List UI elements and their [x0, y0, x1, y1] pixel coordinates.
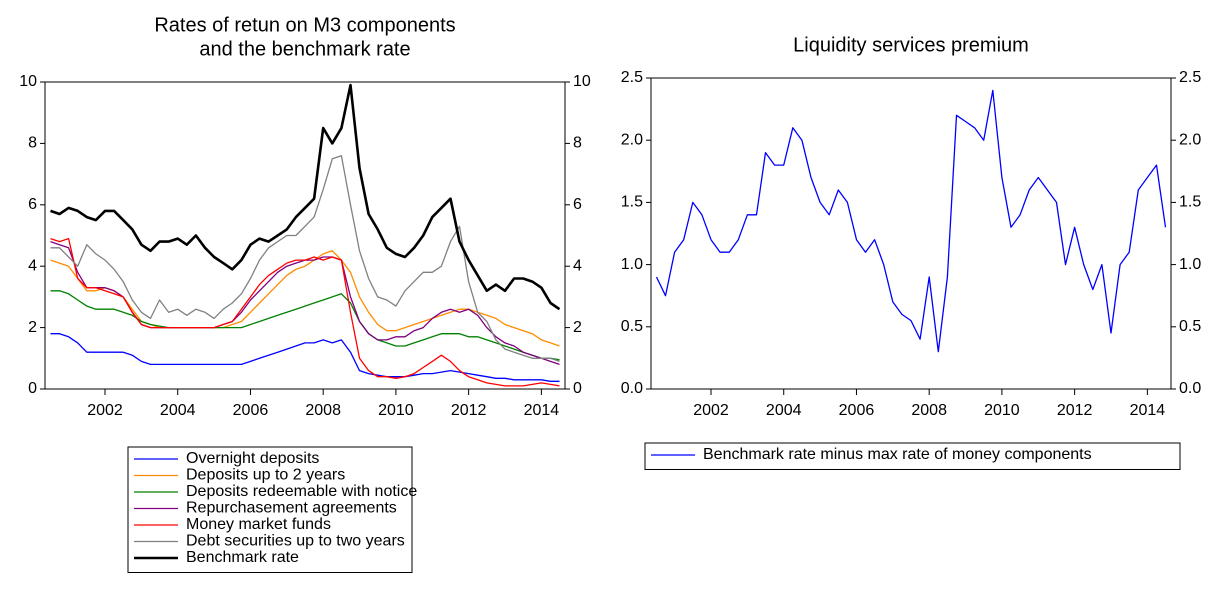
legend-label: Benchmark rate	[186, 549, 299, 566]
y2-tick-label: 0	[573, 380, 582, 397]
series-line	[50, 250, 560, 347]
chart-title: Liquidity services premium	[793, 34, 1029, 56]
y-tick-label: 0.0	[621, 380, 643, 397]
chart-title: Rates of retun on M3 components	[154, 14, 455, 36]
x-tick-label: 2012	[1057, 402, 1093, 419]
y2-tick-label: 4	[573, 257, 582, 274]
x-tick-label: 2004	[766, 402, 802, 419]
legend-label: Money market funds	[186, 516, 331, 533]
y2-tick-label: 0.5	[1179, 318, 1201, 335]
y2-tick-label: 6	[573, 196, 582, 213]
chart-title: and the benchmark rate	[199, 38, 410, 60]
legend-label: Benchmark rate minus max rate of money c…	[703, 446, 1092, 463]
plot-frame	[650, 77, 1172, 390]
legend-box	[127, 446, 413, 573]
legend-label: Overnight deposits	[186, 450, 319, 467]
x-tick-label: 2008	[911, 402, 947, 419]
legend-label: Debt securities up to two years	[186, 533, 405, 550]
y2-tick-label: 1.5	[1179, 194, 1201, 211]
y-tick-label: 10	[19, 73, 37, 90]
x-tick-label: 2004	[160, 402, 196, 419]
y2-tick-label: 0.0	[1179, 380, 1201, 397]
x-tick-label: 2014	[524, 402, 560, 419]
y-tick-label: 0	[28, 380, 37, 397]
x-tick-label: 2012	[451, 402, 487, 419]
x-tick-label: 2014	[1130, 402, 1166, 419]
x-tick-label: 2002	[87, 402, 123, 419]
y2-tick-label: 2	[573, 319, 582, 336]
legend-label: Repurchasement agreements	[186, 500, 397, 517]
y-tick-label: 6	[28, 196, 37, 213]
y-tick-label: 1.0	[621, 256, 643, 273]
x-tick-label: 2008	[305, 402, 341, 419]
y-tick-label: 8	[28, 135, 37, 152]
y2-tick-label: 8	[573, 135, 582, 152]
legend-box	[644, 442, 1181, 470]
y-tick-label: 4	[28, 257, 37, 274]
x-tick-label: 2010	[984, 402, 1020, 419]
y-tick-label: 1.5	[621, 194, 643, 211]
series-line	[50, 83, 561, 311]
y-tick-label: 0.5	[621, 318, 643, 335]
series-line	[50, 237, 560, 387]
y2-tick-label: 2.0	[1179, 131, 1201, 148]
y2-tick-label: 2.5	[1179, 69, 1201, 86]
x-tick-label: 2006	[839, 402, 875, 419]
x-tick-label: 2010	[378, 402, 414, 419]
y2-tick-label: 1.0	[1179, 256, 1201, 273]
series-line	[50, 333, 560, 382]
series-line	[655, 89, 1167, 353]
legend-label: Deposits redeemable with notice	[186, 483, 417, 500]
series-line	[50, 155, 560, 363]
x-tick-label: 2002	[693, 402, 729, 419]
legend-label: Deposits up to 2 years	[186, 467, 345, 484]
y-tick-label: 2	[28, 319, 37, 336]
y-tick-label: 2.5	[621, 69, 643, 86]
plot-frame	[44, 81, 566, 390]
x-tick-label: 2006	[233, 402, 269, 419]
y-tick-label: 2.0	[621, 131, 643, 148]
y2-tick-label: 10	[573, 73, 591, 90]
